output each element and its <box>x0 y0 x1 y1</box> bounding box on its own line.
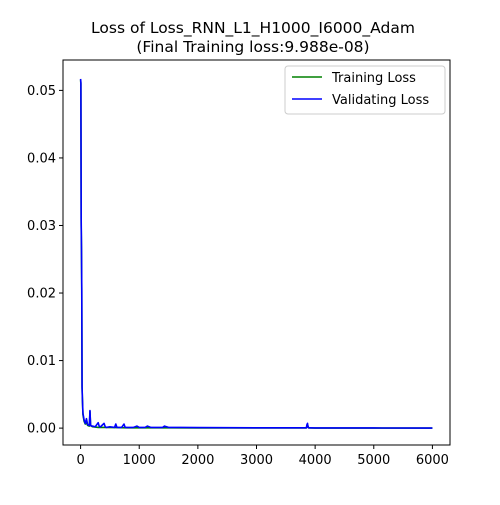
chart-title-line1: Loss of Loss_RNN_L1_H1000_I6000_Adam <box>91 19 415 38</box>
y-tick-label: 0.02 <box>27 287 56 302</box>
series-layer <box>79 78 433 429</box>
x-tick-label: 6000 <box>416 453 449 468</box>
y-tick-label: 0.04 <box>27 151 56 166</box>
x-tick-label: 5000 <box>357 453 390 468</box>
legend-label-validating-loss: Validating Loss <box>332 93 429 108</box>
y-tick-label: 0.05 <box>27 84 56 99</box>
x-tick-label: 2000 <box>181 453 214 468</box>
series-line-validating-loss <box>79 78 433 429</box>
chart-title-line2: (Final Training loss:9.988e-08) <box>136 38 369 56</box>
x-tick-label: 4000 <box>299 453 332 468</box>
legend: Training Loss Validating Loss <box>284 65 446 115</box>
x-tick-label: 1000 <box>123 453 156 468</box>
legend-box <box>284 65 446 115</box>
axes-layer: 0 1000 2000 3000 4000 5000 6000 0.00 0.01 0.02 0.0… <box>27 84 449 468</box>
plot-area-frame <box>62 59 451 446</box>
x-tick-label: 3000 <box>240 453 273 468</box>
legend-label-training-loss: Training Loss <box>331 71 416 86</box>
y-tick-label: 0.00 <box>27 422 56 437</box>
x-tick-label: 0 <box>76 453 84 468</box>
y-tick-label: 0.03 <box>27 219 56 234</box>
y-tick-label: 0.01 <box>27 354 56 369</box>
